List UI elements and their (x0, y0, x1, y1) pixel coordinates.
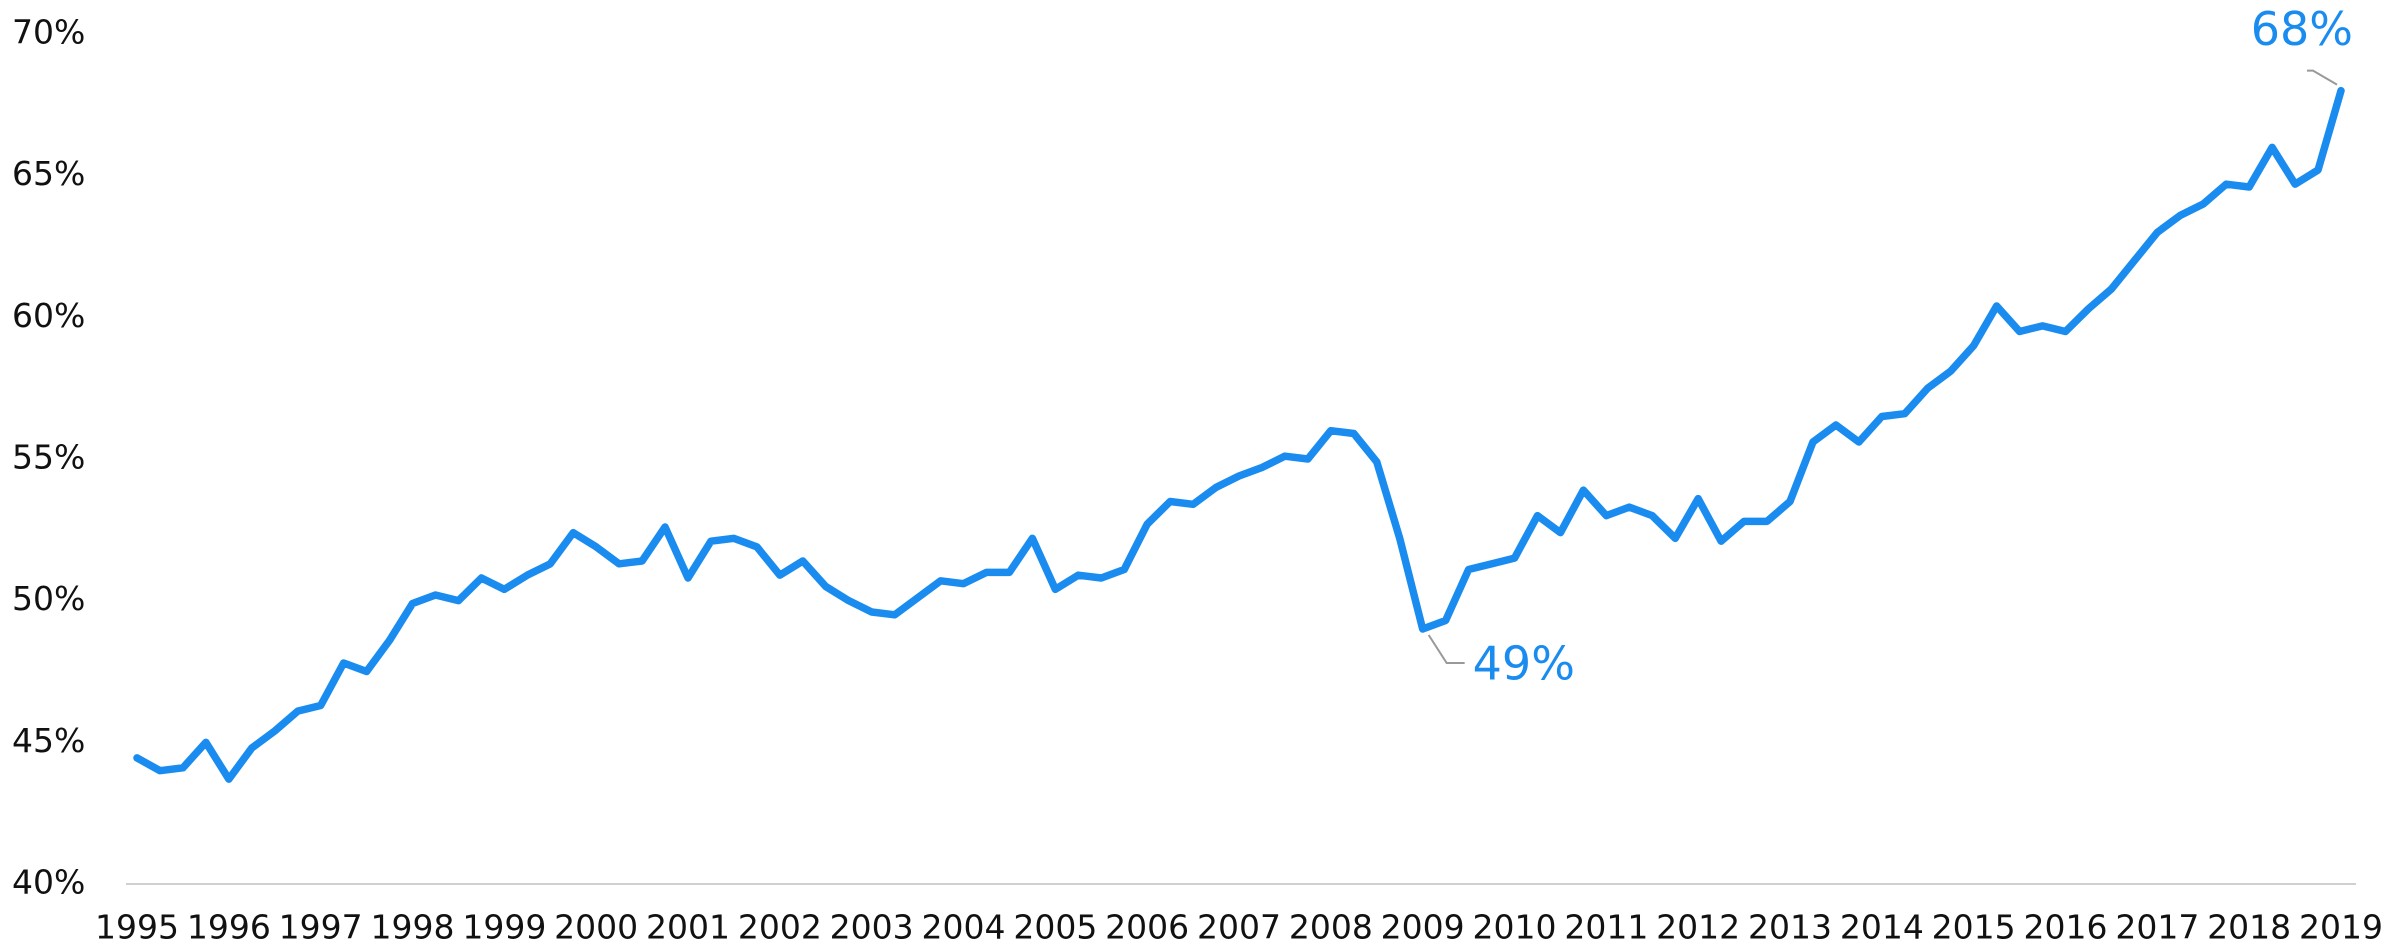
x-tick-label: 2019 (2299, 908, 2383, 947)
series-line (133, 86, 2345, 783)
x-tick-label: 2008 (1289, 908, 1373, 947)
x-tick-label: 1995 (95, 908, 179, 947)
x-tick-label: 2016 (2024, 908, 2108, 947)
value-label: 49% (1473, 637, 1575, 691)
x-tick-label: 2001 (646, 908, 730, 947)
y-tick-label: 45% (12, 721, 85, 760)
y-tick-label: 65% (12, 154, 85, 193)
x-tick-label: 2004 (922, 908, 1006, 947)
x-tick-label: 2003 (830, 908, 914, 947)
y-tick-label: 55% (12, 438, 85, 477)
x-tick-label: 2015 (1932, 908, 2016, 947)
x-tick-label: 2002 (738, 908, 822, 947)
x-tick-label: 2014 (1840, 908, 1924, 947)
y-tick-label: 50% (12, 579, 85, 618)
x-tick-label: 2006 (1105, 908, 1189, 947)
x-tick-label: 1997 (279, 908, 363, 947)
y-tick-label: 70% (12, 13, 85, 52)
x-tick-label: 2007 (1197, 908, 1281, 947)
leader-line (1427, 634, 1465, 664)
x-tick-label: 2013 (1748, 908, 1832, 947)
x-tick-label: 2010 (1473, 908, 1557, 947)
x-tick-label: 1996 (187, 908, 271, 947)
x-tick-label: 2018 (2207, 908, 2291, 947)
x-tick-label: 2017 (2115, 908, 2199, 947)
x-tick-label: 2012 (1656, 908, 1740, 947)
x-tick-label: 2005 (1013, 908, 1097, 947)
leader-line (2307, 69, 2338, 86)
x-tick-label: 1999 (462, 908, 546, 947)
value-label: 68% (2251, 2, 2353, 56)
x-tick-label: 1998 (371, 908, 455, 947)
x-tick-label: 2000 (554, 908, 638, 947)
x-tick-label: 2009 (1381, 908, 1465, 947)
x-tick-label: 2011 (1564, 908, 1648, 947)
y-tick-label: 40% (12, 863, 85, 902)
y-tick-label: 60% (12, 296, 85, 335)
